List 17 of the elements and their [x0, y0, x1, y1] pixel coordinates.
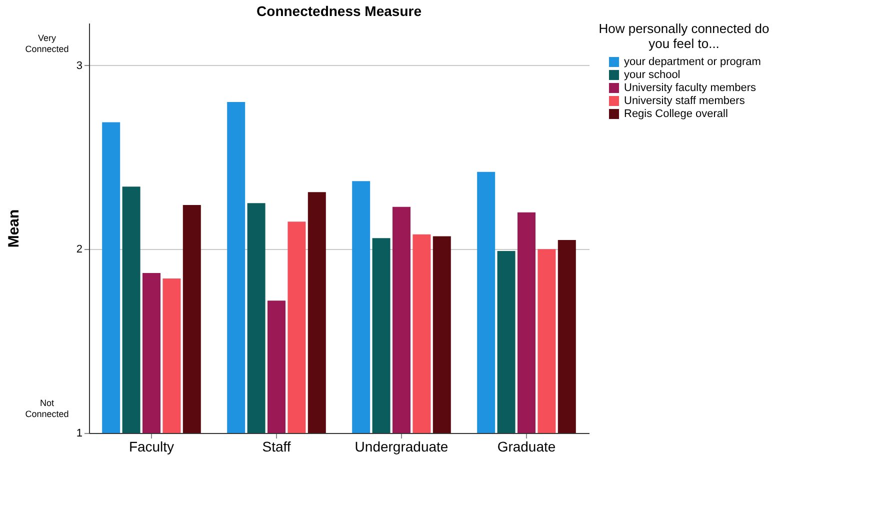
y-tick-label: 2: [76, 244, 82, 256]
legend-label: Regis College overall: [624, 108, 728, 120]
legend-label: your school: [624, 69, 680, 81]
legend-label: University faculty members: [624, 82, 757, 94]
chart-title: Connectedness Measure: [256, 3, 422, 19]
y-tick-label: 3: [76, 60, 82, 72]
text: Very Connected: [25, 33, 69, 54]
legend-label: University staff members: [624, 95, 746, 107]
x-tick-label: Undergraduate: [354, 438, 448, 454]
x-tick-label: Faculty: [128, 438, 174, 454]
y-axis-title: Mean: [5, 209, 22, 248]
x-tick-label: Staff: [262, 438, 291, 454]
x-tick-label: Graduate: [497, 438, 556, 454]
text: Not Connected: [25, 398, 69, 419]
y-tick-label: 1: [76, 428, 82, 440]
legend-label: your department or program: [624, 56, 761, 68]
legend-title: How personally connected do you feel to...: [598, 21, 770, 51]
